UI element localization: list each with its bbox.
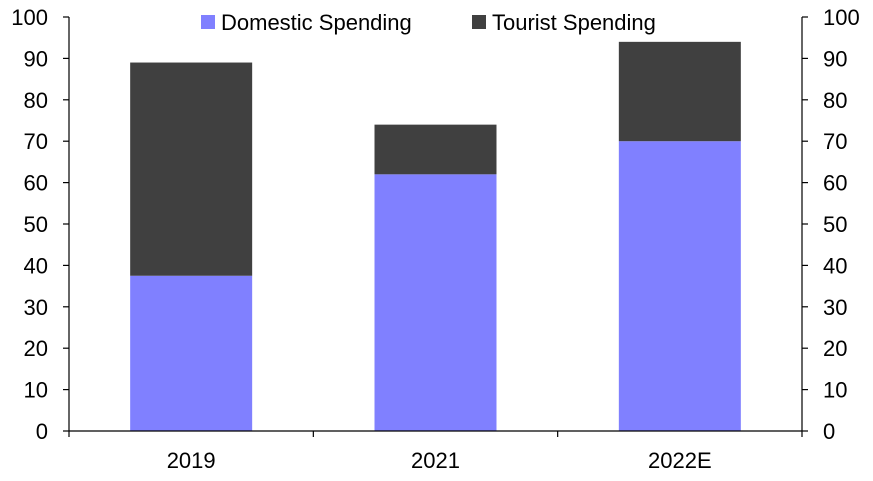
y-tick-label-right: 50 — [823, 212, 847, 237]
y-tick-label-left: 60 — [24, 171, 48, 196]
bar-tourist-spending-2021 — [374, 124, 497, 175]
x-tick-label: 2021 — [411, 448, 460, 473]
y-tick-label-right: 40 — [823, 253, 847, 278]
legend-swatch-domestic-spending — [201, 15, 215, 29]
legend-swatch-tourist-spending — [472, 15, 486, 29]
y-tick-label-left: 90 — [24, 46, 48, 71]
y-tick-label-left: 50 — [24, 212, 48, 237]
legend: Domestic Spending Tourist Spending — [201, 10, 656, 35]
y-tick-label-right: 70 — [823, 129, 847, 154]
y-tick-label-right: 0 — [823, 419, 835, 444]
y-tick-label-left: 10 — [24, 378, 48, 403]
bars-layer — [130, 41, 741, 431]
y-tick-label-right: 60 — [823, 171, 847, 196]
bar-domestic-spending-2022e — [618, 141, 741, 431]
y-tick-label-right: 30 — [823, 295, 847, 320]
y-tick-label-left: 40 — [24, 253, 48, 278]
bar-tourist-spending-2022e — [618, 41, 741, 142]
y-tick-label-left: 0 — [36, 419, 48, 444]
y-tick-label-left: 20 — [24, 336, 48, 361]
legend-label-tourist-spending: Tourist Spending — [492, 10, 656, 35]
bar-tourist-spending-2019 — [130, 62, 253, 276]
y-tick-label-right: 100 — [823, 5, 860, 30]
y-tick-label-right: 10 — [823, 378, 847, 403]
y-tick-label-left: 70 — [24, 129, 48, 154]
y-tick-label-right: 20 — [823, 336, 847, 361]
y-tick-label-left: 30 — [24, 295, 48, 320]
y-tick-label-right: 90 — [823, 46, 847, 71]
bar-domestic-spending-2019 — [130, 275, 253, 431]
legend-label-domestic-spending: Domestic Spending — [221, 10, 412, 35]
y-tick-label-right: 80 — [823, 88, 847, 113]
axes-layer: 2019 2021 2022E 0 0 10 10 20 20 30 30 40 40 50 50 60 60 7… — [11, 5, 859, 473]
bar-domestic-spending-2021 — [374, 174, 497, 431]
y-tick-label-left: 100 — [11, 5, 48, 30]
x-tick-label: 2022E — [648, 448, 712, 473]
y-tick-label-left: 80 — [24, 88, 48, 113]
x-tick-label: 2019 — [167, 448, 216, 473]
